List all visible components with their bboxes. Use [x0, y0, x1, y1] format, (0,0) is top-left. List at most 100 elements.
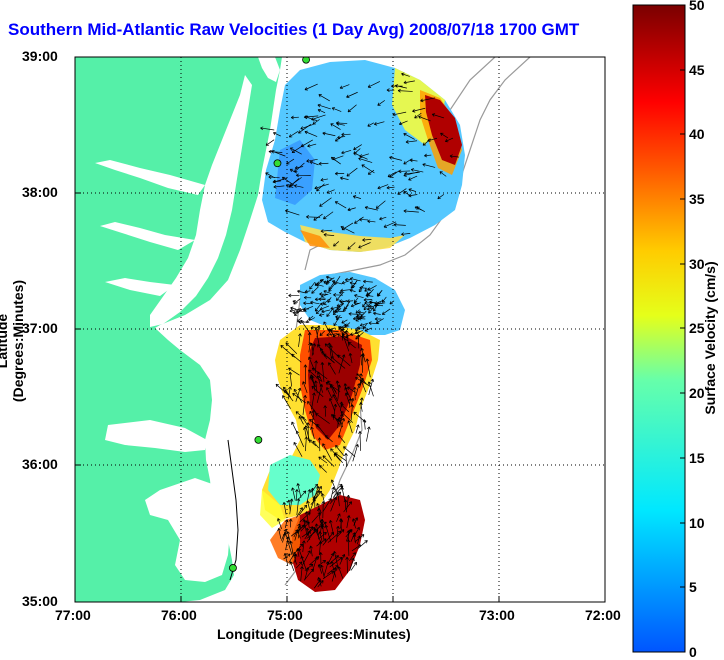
colorbar-tick-label: 35: [689, 191, 705, 207]
colorbar-tick-label: 45: [689, 62, 705, 78]
velocity-arrow: [334, 135, 344, 142]
velocity-arrow: [292, 553, 297, 565]
velocity-arrow: [303, 115, 319, 119]
velocity-arrow: [318, 161, 329, 166]
velocity-arrow: [427, 137, 438, 143]
velocity-arrow: [405, 140, 418, 144]
velocity-arrow: [335, 445, 345, 457]
velocity-arrow: [364, 205, 379, 211]
radar-station-marker: [229, 564, 237, 572]
velocity-arrow: [306, 158, 318, 163]
velocity-arrow: [336, 303, 344, 308]
velocity-arrow: [311, 392, 316, 410]
bay-tributary: [105, 278, 175, 296]
velocity-arrow: [323, 232, 335, 237]
velocity-arrow: [314, 297, 326, 302]
velocity-arrow: [339, 554, 346, 565]
velocity-arrow: [420, 97, 436, 103]
velocity-arrow: [268, 149, 283, 154]
velocity-arrow: [327, 565, 339, 575]
velocity-arrow: [325, 275, 333, 280]
velocity-arrow: [349, 288, 356, 293]
velocity-arrow: [310, 426, 315, 440]
velocity-arrow: [345, 556, 349, 574]
velocity-arrow: [346, 91, 358, 98]
velocity-arrow: [418, 115, 431, 122]
velocity-arrow: [349, 552, 356, 562]
velocity-arrow: [310, 300, 320, 305]
velocity-arrow: [346, 515, 351, 529]
velocity-arrow: [317, 103, 331, 110]
velocity-arrow: [330, 356, 346, 369]
x-tick-label: 72:00: [585, 607, 621, 623]
velocity-arrow: [288, 371, 293, 387]
velocity-arrow: [304, 130, 318, 137]
velocity-arrow: [305, 527, 311, 540]
velocity-arrow: [367, 219, 376, 224]
velocity-arrow: [367, 381, 374, 397]
velocity-arrow: [310, 325, 318, 330]
velocity-arrow: [339, 519, 344, 529]
velocity-arrow: [375, 318, 384, 324]
velocity-arrow: [275, 383, 291, 397]
velocity-arrow: [367, 302, 372, 308]
velocity-arrow: [343, 446, 356, 457]
colorbar-tick-label: 5: [689, 579, 697, 595]
velocity-arrow: [296, 507, 303, 518]
velocity-arrow: [315, 283, 324, 287]
velocity-arrow: [320, 519, 324, 530]
velocity-arrow: [394, 84, 407, 89]
colorbar-tick-label: 15: [689, 450, 705, 466]
colorbar-tick-label: 40: [689, 126, 705, 142]
velocity-arrow: [408, 175, 418, 181]
velocity-arrow: [355, 327, 361, 332]
velocity-arrow: [300, 555, 308, 573]
x-tick-label: 75:00: [267, 607, 303, 623]
velocity-arrow: [314, 183, 329, 190]
velocity-arrow: [283, 552, 289, 566]
velocity-arrow: [359, 402, 363, 412]
velocity-arrow: [295, 561, 303, 569]
velocity-vectors: [260, 72, 459, 589]
velocity-arrow: [340, 328, 344, 341]
velocity-arrow: [298, 504, 308, 516]
velocity-arrow: [333, 293, 344, 297]
radar-station-marker: [254, 435, 263, 444]
velocity-arrow: [414, 112, 422, 119]
velocity-arrow: [305, 317, 316, 323]
velocity-arrow: [368, 321, 379, 325]
velocity-arrow: [355, 309, 360, 314]
velocity-arrow: [291, 144, 305, 153]
velocity-arrow: [329, 556, 343, 568]
velocity-arrow: [359, 286, 368, 290]
velocity-arrow: [361, 352, 365, 373]
velocity-arrow: [284, 519, 289, 529]
velocity-arrow: [317, 108, 326, 114]
bay-tributary: [100, 222, 195, 250]
velocity-arrow: [325, 279, 331, 285]
velocity-arrow: [403, 209, 419, 213]
velocity-arrow: [353, 148, 361, 155]
velocity-arrow: [422, 138, 432, 146]
velocity-arrow: [367, 122, 375, 127]
velocity-arrow: [320, 362, 325, 382]
velocity-arrow: [330, 156, 341, 165]
velocity-arrow: [414, 206, 422, 211]
x-tick-label: 73:00: [479, 607, 515, 623]
velocity-arrow: [323, 321, 332, 337]
velocity-arrow: [293, 388, 303, 403]
velocity-arrow: [349, 557, 355, 571]
velocity-arrow: [302, 381, 308, 394]
velocity-arrow: [386, 185, 395, 190]
velocity-arrow: [403, 171, 419, 177]
velocity-arrow: [296, 483, 302, 498]
velocity-arrow: [320, 564, 325, 579]
velocity-arrow: [319, 292, 329, 296]
velocity-arrow: [311, 512, 321, 523]
velocity-arrow: [301, 416, 310, 429]
velocity-arrow: [330, 479, 339, 496]
velocity-arrow: [410, 168, 424, 173]
velocity-arrow: [431, 113, 445, 119]
velocity-arrow: [316, 183, 325, 192]
velocity-arrow: [366, 291, 372, 296]
